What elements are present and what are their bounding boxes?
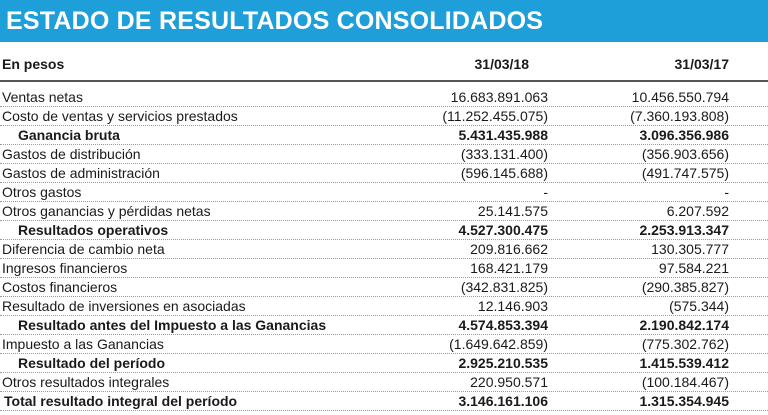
row-label: Gastos de distribución <box>2 146 141 162</box>
table-row: Gastos de administración (596.145.688) (49… <box>0 164 768 183</box>
value-2017: 10.456.550.794 <box>631 89 729 105</box>
value-2018: 209.816.662 <box>470 241 548 257</box>
value-2018: (11.252.455.075) <box>442 108 548 124</box>
value-2018: - <box>543 184 548 200</box>
value-2017: 6.207.592 <box>666 203 729 219</box>
table-row: Resultados operativos 4.527.300.475 2.253.… <box>0 221 768 240</box>
row-label: Resultado del período <box>18 355 166 371</box>
header-divider <box>0 80 768 82</box>
page-title: ESTADO DE RESULTADOS CONSOLIDADOS <box>6 7 544 35</box>
table-row: Gastos de distribución (333.131.400) (356.… <box>0 145 768 164</box>
value-2017: 1.315.354.945 <box>639 393 729 409</box>
value-2017: (7.360.193.808) <box>630 108 729 124</box>
row-label: Ventas netas <box>2 89 83 105</box>
table-row: Ingresos financieros 168.421.179 97.584.22… <box>0 259 768 278</box>
value-2018: 168.421.179 <box>470 260 548 276</box>
income-statement-table: Ventas netas 16.683.891.063 10.456.550.794… <box>0 88 768 411</box>
row-label: Gastos de administración <box>2 165 160 181</box>
value-2018: (333.131.400) <box>460 146 548 162</box>
title-banner: ESTADO DE RESULTADOS CONSOLIDADOS <box>0 0 768 42</box>
value-2018: 25.141.575 <box>477 203 548 219</box>
row-label: Otros gastos <box>2 184 82 200</box>
value-2018: 3.146.161.106 <box>458 393 548 409</box>
value-2017: (575.344) <box>669 298 729 314</box>
row-label: Otros ganancias y pérdidas netas <box>2 203 211 219</box>
value-2018: 12.146.903 <box>477 298 548 314</box>
value-2017: 130.305.777 <box>651 241 729 257</box>
row-label: Costos financieros <box>2 279 118 295</box>
table-row: Ventas netas 16.683.891.063 10.456.550.794 <box>0 88 768 107</box>
table-row: Costo de ventas y servicios prestados (11… <box>0 107 768 126</box>
value-2018: (342.831.825) <box>460 279 548 295</box>
row-label: Costo de ventas y servicios prestados <box>2 108 238 124</box>
table-row: Resultado del período 2.925.210.535 1.415.… <box>0 354 768 373</box>
value-2018: (596.145.688) <box>460 165 548 181</box>
value-2017: 3.096.356.986 <box>639 127 729 143</box>
value-2017: (100.184.467) <box>641 374 729 390</box>
table-row: Ganancia bruta 5.431.435.988 3.096.356.986 <box>0 126 768 145</box>
table-row: Otros resultados integrales 220.950.571 (1… <box>0 373 768 392</box>
value-2017: (290.385.827) <box>641 279 729 295</box>
table-row: Diferencia de cambio neta 209.816.662 130.… <box>0 240 768 259</box>
value-2017: (775.302.762) <box>641 336 729 352</box>
row-label: Resultados operativos <box>18 222 169 238</box>
table-row: Resultado de inversiones en asociadas 12.… <box>0 297 768 316</box>
row-label: Resultado de inversiones en asociadas <box>2 298 246 314</box>
table-row: Otros gastos - - <box>0 183 768 202</box>
value-2017: 2.190.842.174 <box>639 317 729 333</box>
row-label: Ganancia bruta <box>18 127 120 143</box>
value-2017: - <box>724 184 729 200</box>
value-2018: 220.950.571 <box>470 374 548 390</box>
table-row: Otros ganancias y pérdidas netas 25.141.5… <box>0 202 768 221</box>
value-2017: 1.415.539.412 <box>639 355 729 371</box>
table-row: Costos financieros (342.831.825) (290.385.… <box>0 278 768 297</box>
row-label: Otros resultados integrales <box>2 374 170 390</box>
header-col-2018: 31/03/18 <box>474 56 530 72</box>
table-row: Resultado antes del Impuesto a las Ganan… <box>0 316 768 335</box>
value-2018: 16.683.891.063 <box>450 89 548 105</box>
value-2017: 2.253.913.347 <box>639 222 729 238</box>
value-2018: (1.649.642.859) <box>449 336 548 352</box>
row-label: Resultado antes del Impuesto a las Ganan… <box>18 317 327 333</box>
value-2018: 4.574.853.394 <box>458 317 548 333</box>
row-label: Diferencia de cambio neta <box>2 241 165 257</box>
row-label: Total resultado integral del período <box>4 393 238 409</box>
row-label: Impuesto a las Ganancias <box>2 336 164 352</box>
value-2018: 2.925.210.535 <box>458 355 548 371</box>
header-col-2017: 31/03/17 <box>674 56 730 72</box>
table-row: Total resultado integral del período 3.14… <box>0 392 768 411</box>
row-label: Ingresos financieros <box>2 260 128 276</box>
value-2017: 97.584.221 <box>658 260 729 276</box>
value-2017: (491.747.575) <box>641 165 729 181</box>
table-header: En pesos 31/03/18 31/03/17 <box>0 50 768 82</box>
value-2017: (356.903.656) <box>641 146 729 162</box>
header-label: En pesos <box>2 56 65 72</box>
value-2018: 4.527.300.475 <box>458 222 548 238</box>
value-2018: 5.431.435.988 <box>458 127 548 143</box>
table-row: Impuesto a las Ganancias (1.649.642.859) (… <box>0 335 768 354</box>
